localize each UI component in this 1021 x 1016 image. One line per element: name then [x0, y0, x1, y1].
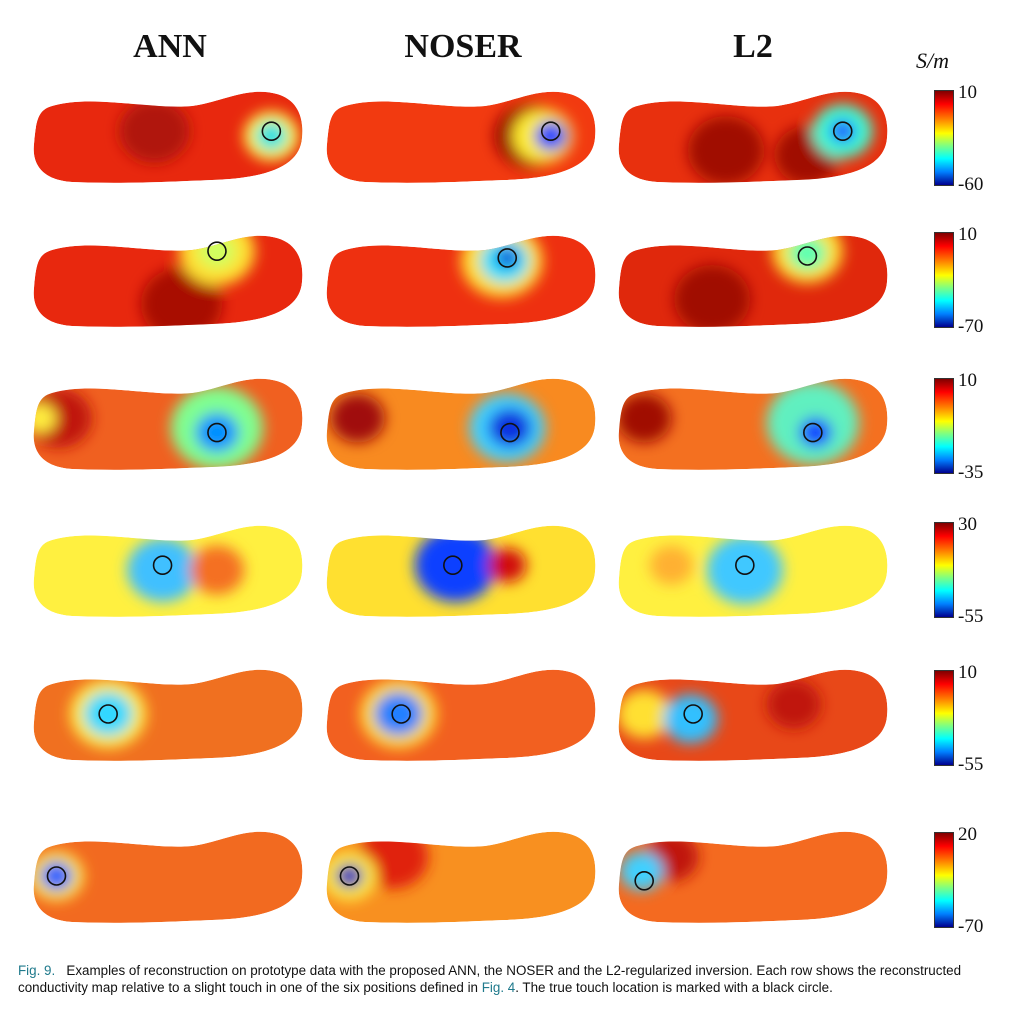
reconstruction-map-r4-noser	[326, 525, 596, 617]
colorbar-max-label: 30	[958, 514, 977, 535]
colorbar-row-6	[934, 832, 954, 928]
true-touch-circle	[683, 704, 703, 724]
conductivity-blob	[197, 235, 237, 269]
unit-label: S/m	[916, 48, 949, 73]
colorbar-max-label: 10	[958, 82, 977, 103]
reconstruction-map-r2-noser	[326, 235, 596, 327]
true-touch-circle	[540, 121, 561, 142]
colorbar-min-label: -70	[958, 316, 984, 337]
true-touch-circle	[500, 422, 520, 443]
true-touch-circle	[339, 866, 360, 886]
true-touch-circle	[207, 422, 227, 443]
conductivity-blob	[127, 538, 198, 602]
reconstruction-map-r2-l2	[618, 235, 888, 327]
true-touch-circle	[803, 422, 823, 443]
conductivity-blob	[618, 393, 672, 443]
conductivity-blob	[618, 689, 672, 739]
column-title-noser: NOSER	[404, 28, 522, 65]
reconstruction-map-r1-noser	[326, 91, 596, 183]
conductivity-blob	[414, 528, 497, 602]
caption-text-end: . The true touch location is marked with…	[515, 980, 833, 995]
conductivity-blob	[687, 116, 764, 183]
true-touch-circle	[797, 246, 818, 266]
true-touch-circle	[261, 121, 282, 142]
colorbar-row-3	[934, 378, 954, 474]
conductivity-blob	[140, 267, 223, 327]
colorbar-row-5	[934, 670, 954, 766]
conductivity-blob	[189, 545, 245, 595]
conductivity-blob	[674, 264, 751, 327]
conductivity-blob	[83, 691, 133, 737]
colorbar-row-4	[934, 522, 954, 618]
caption-text: Examples of reconstruction on prototype …	[18, 963, 962, 995]
conductivity-blob	[488, 548, 527, 583]
reconstruction-map-r5-noser	[326, 669, 596, 761]
colorbar-row-2	[934, 232, 954, 328]
true-touch-circle	[634, 870, 655, 891]
conductivity-blob	[534, 121, 568, 151]
insole-background	[33, 831, 303, 923]
reconstruction-map-r4-l2	[618, 525, 888, 617]
column-title-l2: L2	[733, 28, 773, 65]
reconstruction-map-r6-ann	[33, 831, 303, 923]
colorbar-max-label: 20	[958, 824, 977, 845]
reconstruction-map-r3-l2	[618, 378, 888, 470]
true-touch-circle	[832, 121, 853, 142]
conductivity-blob	[255, 121, 288, 151]
colorbar-min-label: -55	[958, 754, 984, 775]
insole-background	[326, 235, 596, 327]
conductivity-blob	[119, 99, 190, 164]
colorbar-max-label: 10	[958, 370, 977, 391]
colorbar-min-label: -70	[958, 916, 984, 937]
conductivity-blob	[40, 861, 73, 891]
true-touch-circle	[443, 555, 463, 576]
conductivity-blob	[33, 388, 92, 448]
conductivity-blob	[663, 694, 718, 744]
caption-figure-link[interactable]: Fig. 4	[481, 980, 516, 995]
reconstruction-map-r6-l2	[618, 831, 888, 923]
conductivity-blob	[766, 679, 821, 729]
true-touch-circle	[497, 248, 518, 268]
colorbar-min-label: -60	[958, 174, 984, 195]
conductivity-blob	[496, 248, 519, 268]
true-touch-circle	[46, 866, 67, 886]
conductivity-blob	[33, 403, 57, 433]
reconstruction-map-r5-ann	[33, 669, 303, 761]
conductivity-blob	[330, 393, 385, 443]
true-touch-circle	[207, 241, 227, 262]
caption-label: Fig. 9.	[18, 963, 56, 978]
figure-caption: Fig. 9. Examples of reconstruction on pr…	[18, 962, 1003, 996]
insole-background	[618, 235, 888, 327]
reconstruction-map-r1-ann	[33, 91, 303, 183]
colorbar-row-1	[934, 90, 954, 186]
true-touch-circle	[98, 704, 118, 724]
colorbar-max-label: 10	[958, 662, 977, 683]
reconstruction-map-r1-l2	[618, 91, 888, 183]
true-touch-circle	[391, 704, 411, 724]
reconstruction-map-r5-l2	[618, 669, 888, 761]
reconstruction-map-r4-ann	[33, 525, 303, 617]
colorbar-min-label: -55	[958, 606, 984, 627]
conductivity-blob	[195, 413, 239, 453]
conductivity-blob	[619, 851, 664, 891]
conductivity-blob	[488, 408, 532, 448]
colorbar-min-label: -35	[958, 462, 984, 483]
conductivity-blob	[373, 691, 423, 737]
colorbar-max-label: 10	[958, 224, 977, 245]
reconstruction-map-r3-ann	[33, 378, 303, 470]
true-touch-circle	[735, 555, 755, 576]
true-touch-circle	[152, 555, 173, 576]
reconstruction-map-r6-noser	[326, 831, 596, 923]
reconstruction-map-r2-ann	[33, 235, 303, 327]
conductivity-blob	[706, 535, 783, 605]
reconstruction-map-r3-noser	[326, 378, 596, 470]
column-title-ann: ANN	[133, 28, 207, 65]
conductivity-blob	[649, 545, 694, 585]
